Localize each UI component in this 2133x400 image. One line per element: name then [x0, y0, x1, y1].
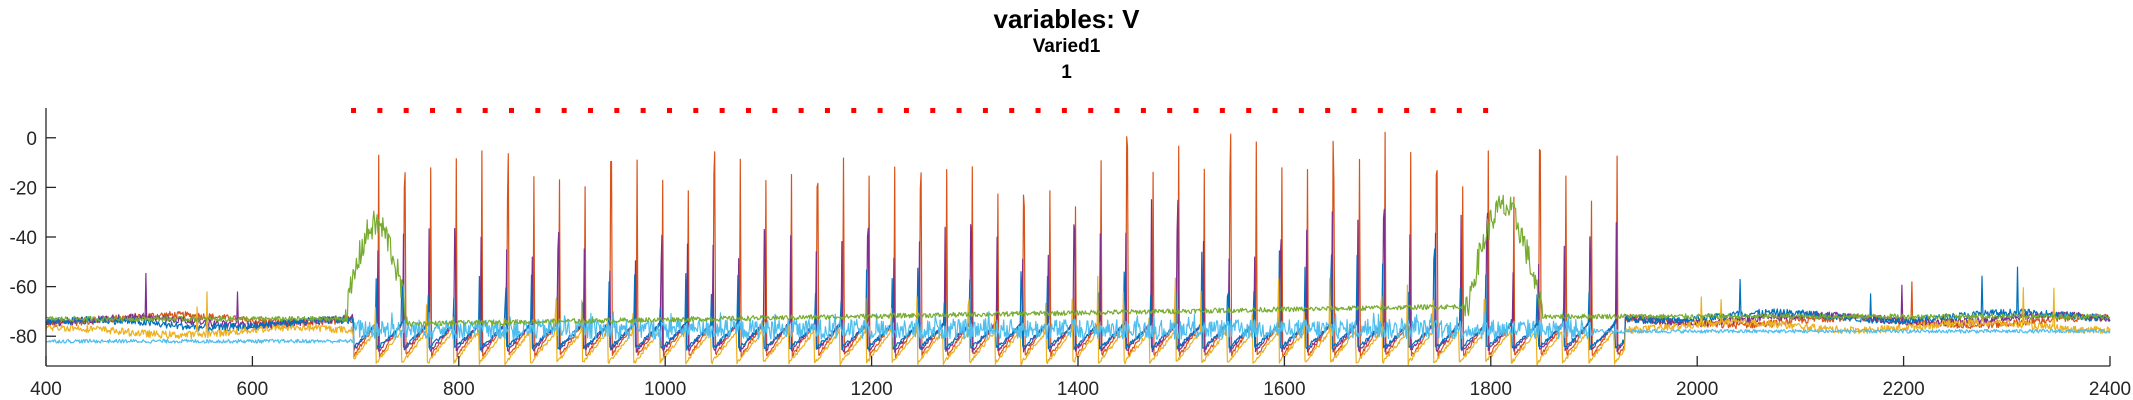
x-tick: 1200 [850, 356, 893, 400]
stimulus-dot [1456, 107, 1462, 113]
stimulus-dot [509, 107, 515, 113]
y-tick: -20 [10, 178, 56, 199]
y-tick-label: -80 [10, 327, 37, 348]
x-tick: 2400 [2089, 356, 2131, 400]
stimulus-dot [614, 107, 620, 113]
stimulus-dot [956, 107, 962, 113]
chart-subtitle: Varied1 [1032, 36, 1101, 57]
y-tick: 0 [26, 129, 56, 150]
x-tick: 2000 [1676, 356, 1718, 400]
stimulus-dot [1430, 107, 1436, 113]
stimulus-dot [1272, 107, 1278, 113]
x-tick-label: 2400 [2089, 379, 2131, 400]
chart-title: variables: V [993, 4, 1140, 34]
stimulus-dot [1114, 107, 1120, 113]
axes: 400 600 800 1000 1200 1400 1600 1800 2000 2200 240… [10, 108, 2131, 400]
x-tick-label: 600 [237, 379, 269, 400]
stimulus-dot [1035, 107, 1041, 113]
x-tick-label: 2000 [1676, 379, 1718, 400]
stimulus-dot [1088, 107, 1094, 113]
stimulus-dot [1061, 107, 1067, 113]
stimulus-dot [877, 107, 883, 113]
series-6-line [45, 194, 2111, 327]
stimulus-dot [351, 107, 357, 113]
x-tick: 400 [30, 356, 62, 400]
stimulus-dot [1167, 107, 1173, 113]
stimulus-dot [430, 107, 436, 113]
x-tick-label: 1400 [1057, 379, 1099, 400]
stimulus-dot [535, 107, 541, 113]
y-tick: -60 [10, 278, 56, 299]
traces [45, 131, 2111, 366]
x-tick-label: 1000 [644, 379, 686, 400]
stimulus-dot [1351, 107, 1357, 113]
y-tick-label: -60 [10, 278, 37, 299]
stimulus-dot [1009, 107, 1015, 113]
stimulus-dot [693, 107, 699, 113]
stimulus-dot [824, 107, 830, 113]
stimulus-dot [482, 107, 488, 113]
stimulus-dot [772, 107, 778, 113]
series-3-line [45, 248, 2111, 351]
x-tick-label: 800 [443, 379, 475, 400]
stimulus-dot [930, 107, 936, 113]
x-tick: 600 [237, 356, 269, 400]
x-tick: 1800 [1470, 356, 1512, 400]
y-tick: -40 [10, 228, 56, 249]
stimulus-dot [851, 107, 857, 113]
stimulus-dot [1483, 107, 1489, 113]
series-1-line [45, 131, 2111, 359]
stimulus-dot [982, 107, 988, 113]
stimulus-dot [745, 107, 751, 113]
stimulus-marker [351, 107, 1489, 113]
x-tick: 1600 [1263, 356, 1306, 400]
x-tick: 800 [443, 356, 475, 400]
x-tick-label: 1600 [1263, 379, 1305, 400]
stimulus-dot [1404, 107, 1410, 113]
stimulus-dot [1246, 107, 1252, 113]
stimulus-dot [1325, 107, 1331, 113]
stimulus-dot [587, 107, 593, 113]
x-tick-label: 2200 [1882, 379, 1924, 400]
y-tick-label: -40 [10, 228, 37, 249]
x-tick-label: 1200 [850, 379, 892, 400]
stimulus-dot [1193, 107, 1199, 113]
x-tick: 2200 [1882, 356, 1925, 400]
x-tick: 1000 [644, 356, 686, 400]
y-tick-label: -20 [10, 178, 37, 199]
y-tick: -80 [10, 327, 56, 348]
chart-subtitle-2: 1 [1061, 62, 1072, 83]
stimulus-dot [798, 107, 804, 113]
x-tick-label: 1800 [1470, 379, 1512, 400]
stimulus-dot [719, 107, 725, 113]
x-tick: 1400 [1057, 356, 1099, 400]
stimulus-dot [666, 107, 672, 113]
stimulus-dot [403, 107, 409, 113]
y-tick-label: 0 [26, 129, 37, 150]
stimulus-dot [903, 107, 909, 113]
stimulus-dot [456, 107, 462, 113]
stimulus-dot [561, 107, 567, 113]
x-tick-label: 400 [30, 379, 62, 400]
stimulus-dot [1219, 107, 1225, 113]
stimulus-dot [1298, 107, 1304, 113]
stimulus-dot [1140, 107, 1146, 113]
stimulus-dot [377, 107, 383, 113]
stimulus-dot [640, 107, 646, 113]
series-5-line [45, 311, 2111, 344]
stimulus-dot [1377, 107, 1383, 113]
